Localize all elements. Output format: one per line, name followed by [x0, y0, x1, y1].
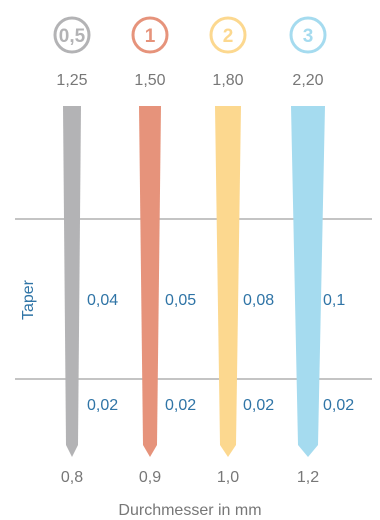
taper-upper-value: 0,1: [323, 292, 345, 309]
taper-upper-value: 0,05: [165, 292, 196, 309]
file-instrument-shape: [215, 106, 241, 457]
taper-lower-value: 0,02: [323, 397, 354, 414]
diameter-caption: Durchmesser in mm: [118, 502, 261, 519]
taper-upper-value: 0,04: [87, 292, 118, 309]
taper-upper-value: 0,08: [243, 292, 274, 309]
bottom-diameter-value: 0,8: [61, 469, 83, 486]
top-diameter-value: 1,80: [212, 72, 243, 89]
top-diameter-value: 1,25: [56, 72, 87, 89]
top-diameter-value: 1,50: [134, 72, 165, 89]
size-badge-circle: [209, 16, 247, 54]
taper-lower-value: 0,02: [243, 397, 274, 414]
bottom-diameter-value: 0,9: [139, 469, 161, 486]
size-badge-label: 0,5: [59, 26, 86, 47]
file-instrument-shape: [291, 106, 325, 457]
size-badge-label: 1: [145, 26, 156, 47]
size-badge-circle: [131, 16, 169, 54]
size-badge-circle: [53, 16, 91, 54]
taper-lower-value: 0,02: [87, 397, 118, 414]
top-diameter-value: 2,20: [292, 72, 323, 89]
instrument-group: 0,5 1,25 0,04 0,02 0,8 1 1,50 0,05 0,02 0,9 2 1,80 0…: [53, 16, 354, 486]
size-badge-label: 3: [303, 26, 314, 47]
size-badge-label: 2: [223, 26, 234, 47]
taper-axis-label: Taper: [20, 279, 37, 320]
bottom-diameter-value: 1,0: [217, 469, 239, 486]
file-instrument-shape: [139, 106, 161, 457]
file-instrument-shape: [63, 106, 81, 457]
size-badge-circle: [289, 16, 327, 54]
taper-lower-value: 0,02: [165, 397, 196, 414]
bottom-diameter-value: 1,2: [297, 469, 319, 486]
